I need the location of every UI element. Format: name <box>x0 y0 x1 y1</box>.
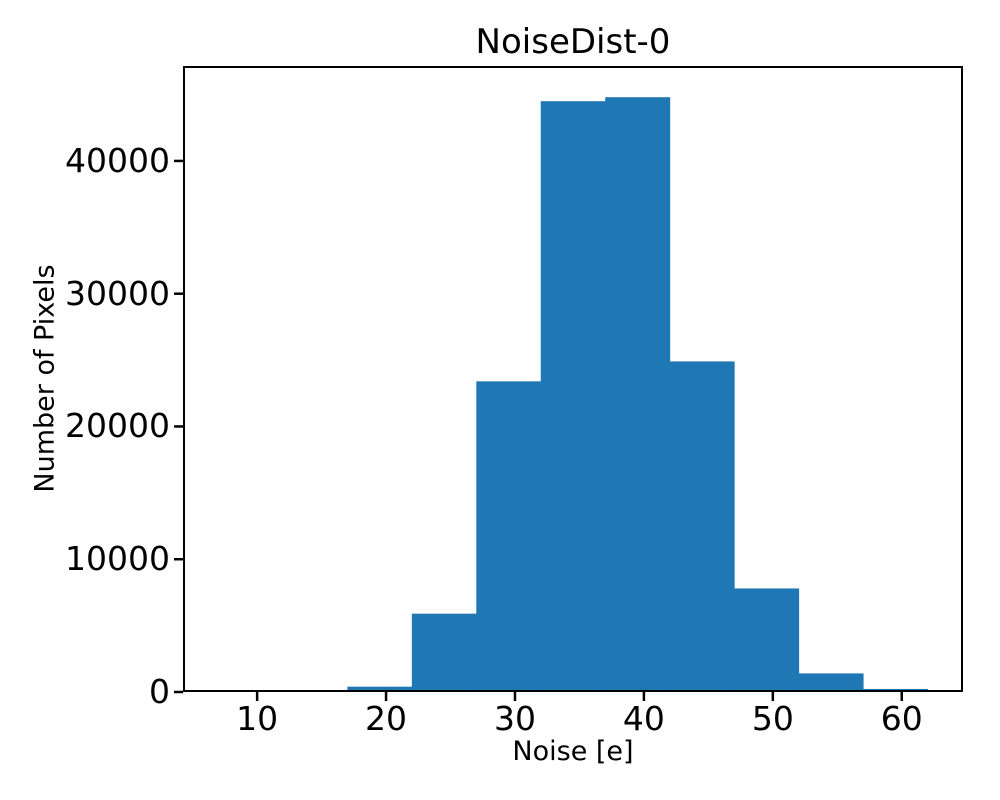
histogram-bar <box>669 361 735 692</box>
chart-title: NoiseDist-0 <box>475 22 671 62</box>
x-tick-label: 60 <box>880 699 923 738</box>
y-tick-label: 20000 <box>65 406 170 446</box>
x-tick-label: 40 <box>622 699 665 738</box>
histogram-bar <box>605 97 671 692</box>
histogram-bar <box>347 686 413 692</box>
y-tick-label: 10000 <box>65 539 170 579</box>
histogram-bar <box>476 381 542 692</box>
x-tick-label: 20 <box>365 699 408 738</box>
histogram-bar <box>411 613 477 692</box>
y-tick-label: 0 <box>149 672 170 711</box>
axes-spines <box>183 66 963 692</box>
y-tick-label: 40000 <box>65 140 170 180</box>
y-tick-label: 30000 <box>65 273 170 313</box>
histogram-bar <box>798 673 864 692</box>
histogram-bar <box>734 588 800 692</box>
x-tick-label: 10 <box>236 699 279 738</box>
y-axis-label: Number of Pixels <box>29 264 61 493</box>
x-tick-label: 50 <box>751 699 794 738</box>
histogram-bar <box>540 101 606 692</box>
x-axis-label: Noise [e] <box>512 736 634 767</box>
x-tick-label: 30 <box>493 699 536 738</box>
